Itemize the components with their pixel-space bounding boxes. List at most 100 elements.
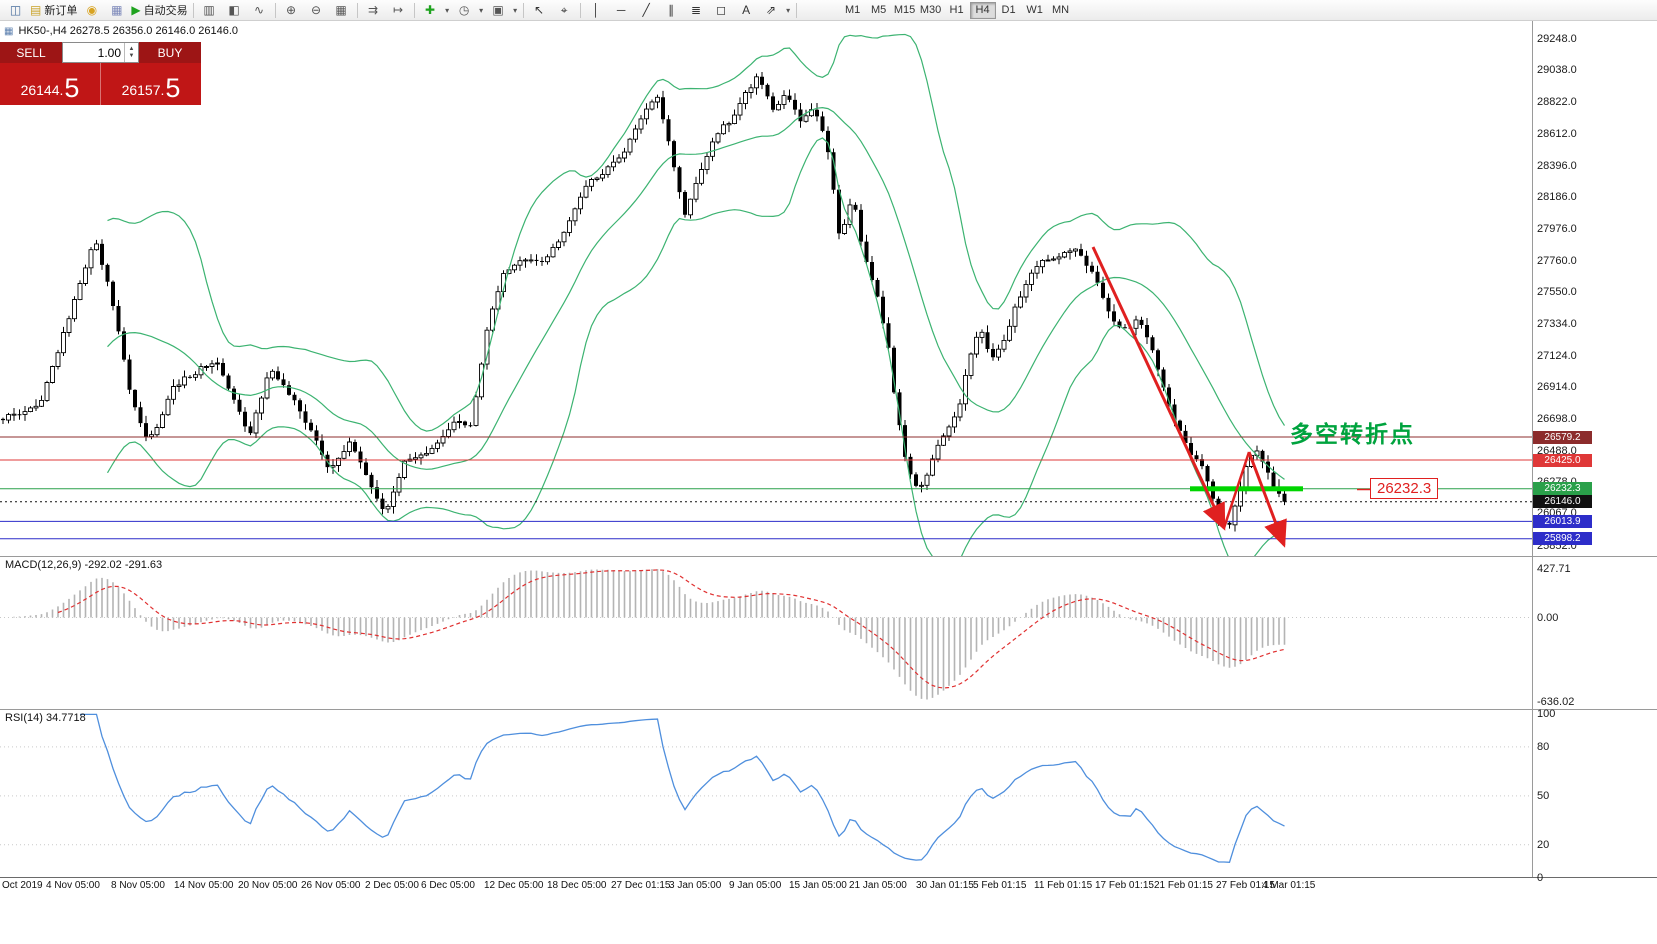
rsi-axis-label: 100 [1537, 708, 1556, 721]
macd-label: MACD(12,26,9) -292.02 -291.63 [5, 559, 163, 571]
volume-input[interactable] [63, 43, 124, 62]
time-axis-label[interactable]: 27 Dec 01:15 [611, 880, 671, 891]
fibonacci-icon-glyph: ≣ [691, 3, 702, 17]
time-axis-label[interactable]: 4 Nov 05:00 [46, 880, 100, 891]
cursor-icon-glyph: ↖ [534, 3, 545, 17]
time-axis-label[interactable]: 20 Nov 05:00 [238, 880, 298, 891]
price-level-marker: 26425.0 [1533, 453, 1592, 467]
terminal-icon[interactable]: ▦ [104, 1, 129, 19]
zoom-out-icon-glyph: ⊖ [311, 3, 322, 17]
time-axis-label[interactable]: 12 Dec 05:00 [484, 880, 544, 891]
more-tools-icon[interactable]: ▾ [784, 1, 793, 19]
time-axis-label[interactable]: 30 Jan 01:15 [916, 880, 974, 891]
price-axis-tick: 28396.0 [1537, 159, 1577, 172]
trendline-icon[interactable]: ╱ [634, 1, 659, 19]
price-axis-tick: 27550.0 [1537, 286, 1577, 299]
time-axis-label[interactable]: 11 Feb 01:15 [1034, 880, 1093, 891]
timeframe-m1[interactable]: M1 [844, 4, 861, 16]
autotrading-button-label: 自动交易 [143, 5, 188, 17]
text-icon[interactable]: A [734, 1, 759, 19]
fibonacci-icon[interactable]: ≣ [684, 1, 709, 19]
text-icon-glyph: A [742, 3, 751, 17]
periods-dropdown-icon[interactable]: ▾ [477, 1, 486, 19]
timeframe-h4[interactable]: H4 [969, 1, 996, 19]
timeframe-w1[interactable]: W1 [1026, 4, 1043, 16]
buy-button[interactable]: BUY [139, 42, 201, 63]
timeframe-mn[interactable]: MN [1052, 4, 1070, 16]
volume-spinner[interactable]: ▲ ▼ [124, 43, 138, 62]
buy-price[interactable]: 26157. 5 [101, 63, 201, 105]
templates-dropdown-icon[interactable]: ▾ [511, 1, 520, 19]
tile-windows-icon[interactable]: ▦ [329, 1, 354, 19]
cursor-icon[interactable]: ↖ [527, 1, 552, 19]
candlestick-chart-icon[interactable]: ◧ [222, 1, 247, 19]
trendline-icon-glyph: ╱ [642, 3, 650, 17]
deposit-icon[interactable]: ◉ [79, 1, 104, 19]
zoom-in-icon[interactable]: ⊕ [279, 1, 304, 19]
time-axis-label[interactable]: 21 Jan 05:00 [849, 880, 907, 891]
time-axis-label[interactable]: 5 Feb 01:15 [973, 880, 1027, 891]
macd-axis-label: 427.71 [1537, 563, 1571, 575]
arrows-icon[interactable]: ⇗ [759, 1, 784, 19]
turning-point-annotation[interactable]: 多空转折点 [1290, 422, 1415, 448]
new-order-button-glyph: ▤ [30, 3, 42, 17]
price-axis-tick: 28612.0 [1537, 127, 1577, 140]
time-axis-label[interactable]: 27 Feb 01:15 [1216, 880, 1275, 891]
volume-up-icon[interactable]: ▲ [128, 45, 135, 52]
rsi-label: RSI(14) 34.7718 [5, 712, 86, 724]
price-callout-label[interactable]: 26232.3 [1370, 478, 1439, 499]
new-chart-icon[interactable]: ◫ [3, 1, 28, 19]
time-axis-label[interactable]: 26 Nov 05:00 [301, 880, 361, 891]
timeframe-m15[interactable]: M15 [893, 4, 916, 16]
price-level-marker: 26232.3 [1533, 482, 1592, 496]
line-chart-icon[interactable]: ∿ [247, 1, 272, 19]
timeframe-m30[interactable]: M30 [919, 4, 942, 16]
one-click-trading-panel: SELL ▲ ▼ BUY 26144.5 26157.5 [0, 42, 201, 105]
timeframe-m5[interactable]: M5 [870, 4, 887, 16]
indicators-icon[interactable]: ✚ [418, 1, 443, 19]
time-axis-label[interactable]: Oct 2019 [2, 880, 43, 891]
crosshair-icon[interactable]: ⌖ [552, 1, 577, 19]
time-axis-label[interactable]: 17 Feb 01:15 [1095, 880, 1154, 891]
autotrading-button[interactable]: ▶ 自动交易 [129, 1, 189, 19]
sell-price[interactable]: 26144. 5 [0, 63, 101, 105]
time-axis-label[interactable]: 18 Dec 05:00 [547, 880, 607, 891]
macd-axis-label: 0.00 [1537, 611, 1559, 624]
chart-shift-icon[interactable]: ↦ [386, 1, 411, 19]
horizontal-line-icon[interactable]: ─ [609, 1, 634, 19]
periods-icon[interactable]: ◷ [452, 1, 477, 19]
time-axis-label[interactable]: 9 Jan 05:00 [729, 880, 782, 891]
new-order-button[interactable]: ▤ 新订单 [28, 1, 79, 19]
time-axis-label[interactable]: 21 Feb 01:15 [1154, 880, 1213, 891]
price-level-marker: 25898.2 [1533, 532, 1592, 546]
buy-price-pip: 5 [165, 73, 181, 103]
price-axis-tick: 26698.0 [1537, 413, 1577, 426]
zoom-out-icon[interactable]: ⊖ [304, 1, 329, 19]
time-axis-label[interactable]: 3 Jan 05:00 [669, 880, 722, 891]
timeframe-d1[interactable]: D1 [1001, 4, 1016, 16]
chart-ohlc-text: HK50-,H4 26278.5 26356.0 26146.0 26146.0 [18, 25, 239, 37]
toolbar-separator [795, 2, 797, 18]
vertical-line-icon[interactable]: │ [584, 1, 609, 19]
time-axis-label[interactable]: 14 Nov 05:00 [174, 880, 234, 891]
time-axis-label[interactable]: 4 Mar 01:15 [1262, 880, 1316, 891]
toolbar-separator [579, 2, 581, 18]
bar-chart-icon[interactable]: ▥ [197, 1, 222, 19]
time-axis-label[interactable]: 2 Dec 05:00 [365, 880, 419, 891]
rsi-axis-label: 80 [1537, 740, 1550, 753]
volume-down-icon[interactable]: ▼ [128, 52, 135, 59]
sell-button[interactable]: SELL [0, 42, 62, 63]
indicators-dropdown-icon[interactable]: ▾ [443, 1, 452, 19]
volume-field[interactable]: ▲ ▼ [62, 42, 139, 63]
shapes-icon[interactable]: ◻ [709, 1, 734, 19]
price-axis-tick: 27760.0 [1537, 254, 1577, 267]
auto-scroll-icon[interactable]: ⇉ [361, 1, 386, 19]
time-axis-label[interactable]: 15 Jan 05:00 [789, 880, 847, 891]
channel-icon[interactable]: ∥ [659, 1, 684, 19]
templates-icon[interactable]: ▣ [486, 1, 511, 19]
time-axis-label[interactable]: 8 Nov 05:00 [111, 880, 165, 891]
price-axis-tick: 27976.0 [1537, 222, 1577, 235]
timeframe-h1[interactable]: H1 [949, 4, 964, 16]
time-axis-label[interactable]: 6 Dec 05:00 [421, 880, 475, 891]
